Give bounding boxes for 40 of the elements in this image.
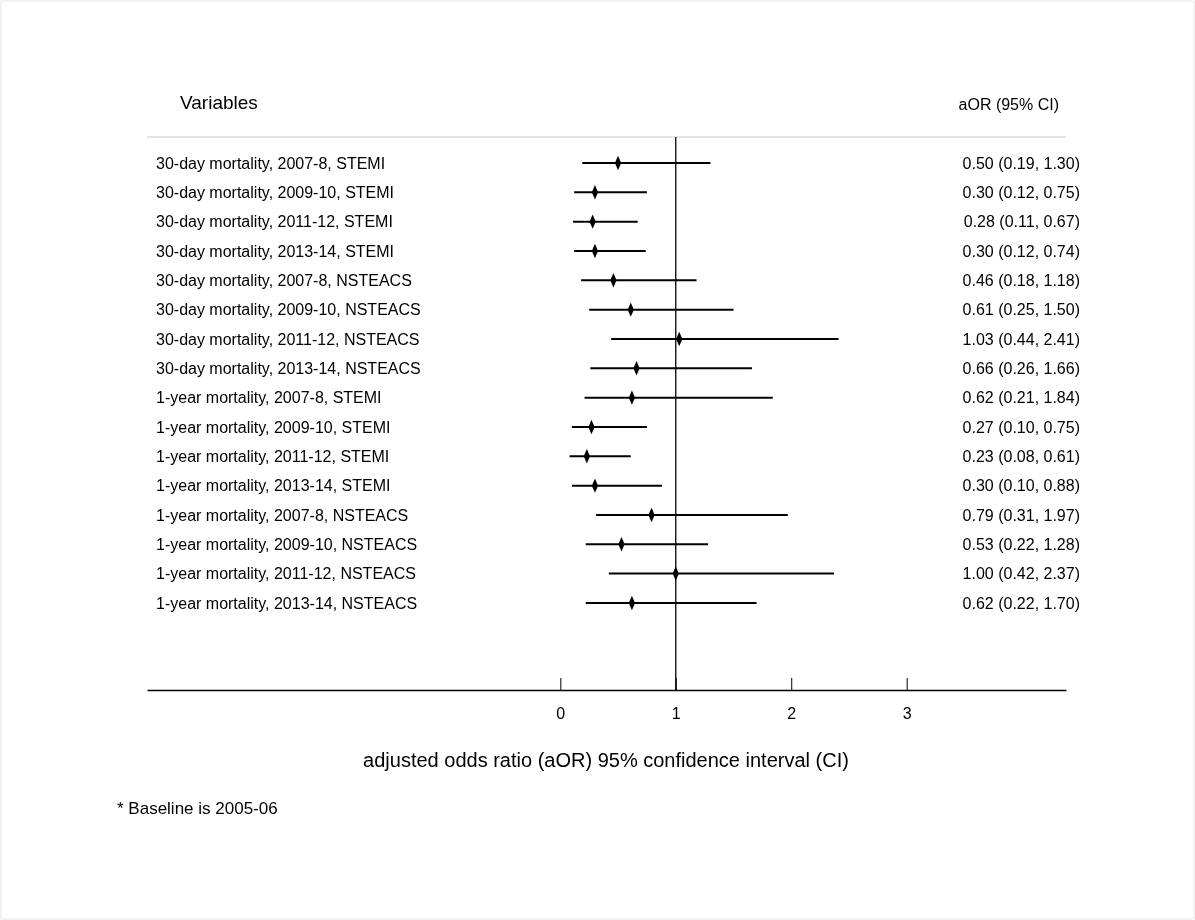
annotation: 0.62 (0.21, 1.84) <box>962 389 1080 407</box>
y-tick-label: 1-year mortality, 2007-8, STEMI <box>156 389 382 407</box>
x-tick-label: 0 <box>556 705 566 723</box>
x-tick-label: 1 <box>671 705 681 723</box>
y-tick-label: 30-day mortality, 2011-12, NSTEACS <box>156 330 420 348</box>
x-axis-title: adjusted odds ratio (aOR) 95% confidence interval (CI) <box>363 749 849 771</box>
annotation: 0.79 (0.31, 1.97) <box>962 506 1080 524</box>
y-tick-label: 1-year mortality, 2009-10, STEMI <box>156 418 391 436</box>
annotation: 0.27 (0.10, 0.75) <box>962 418 1080 436</box>
y-tick-label: 30-day mortality, 2007-8, NSTEACS <box>156 271 412 289</box>
text: aOR (95% CI) <box>958 95 1059 113</box>
y-tick-label: 1-year mortality, 2011-12, STEMI <box>156 447 390 465</box>
annotation: 1.00 (0.42, 2.37) <box>962 565 1080 583</box>
annotation: 0.30 (0.12, 0.75) <box>962 183 1080 201</box>
y-tick-label: 1-year mortality, 2011-12, NSTEACS <box>156 565 416 583</box>
annotation: 0.62 (0.22, 1.70) <box>962 594 1080 612</box>
y-tick-label: 1-year mortality, 2013-14, STEMI <box>156 477 391 495</box>
annotation: 0.30 (0.10, 0.88) <box>962 477 1080 495</box>
annotation: 0.61 (0.25, 1.50) <box>962 301 1080 319</box>
y-tick-label: 30-day mortality, 2013-14, STEMI <box>156 242 395 260</box>
y-tick-label: 30-day mortality, 2009-10, NSTEACS <box>156 301 421 319</box>
annotation: 0.30 (0.12, 0.74) <box>962 242 1080 260</box>
annotation: 0.50 (0.19, 1.30) <box>962 154 1080 172</box>
x-tick-label: 3 <box>902 705 912 723</box>
y-axis-title: Variables <box>180 91 258 113</box>
y-tick-label: 1-year mortality, 2013-14, NSTEACS <box>156 594 418 612</box>
y-tick-label: 30-day mortality, 2009-10, STEMI <box>156 183 395 201</box>
x-tick-label: 2 <box>787 705 797 723</box>
annotation: 0.28 (0.11, 0.67) <box>963 213 1080 231</box>
annotation: 0.66 (0.26, 1.66) <box>962 359 1080 377</box>
annotation: 0.23 (0.08, 0.61) <box>962 447 1080 465</box>
text: * Baseline is 2005-06 <box>117 798 278 818</box>
y-tick-label: 30-day mortality, 2007-8, STEMI <box>156 154 386 172</box>
y-tick-label: 30-day mortality, 2013-14, NSTEACS <box>156 359 421 377</box>
annotation: 0.53 (0.22, 1.28) <box>962 535 1080 553</box>
annotation: 0.46 (0.18, 1.18) <box>962 271 1080 289</box>
y-tick-label: 1-year mortality, 2009-10, NSTEACS <box>156 535 418 553</box>
y-tick-label: 1-year mortality, 2007-8, NSTEACS <box>156 506 409 524</box>
annotation: 1.03 (0.44, 2.41) <box>962 330 1080 348</box>
y-tick-label: 30-day mortality, 2011-12, STEMI <box>156 213 393 231</box>
